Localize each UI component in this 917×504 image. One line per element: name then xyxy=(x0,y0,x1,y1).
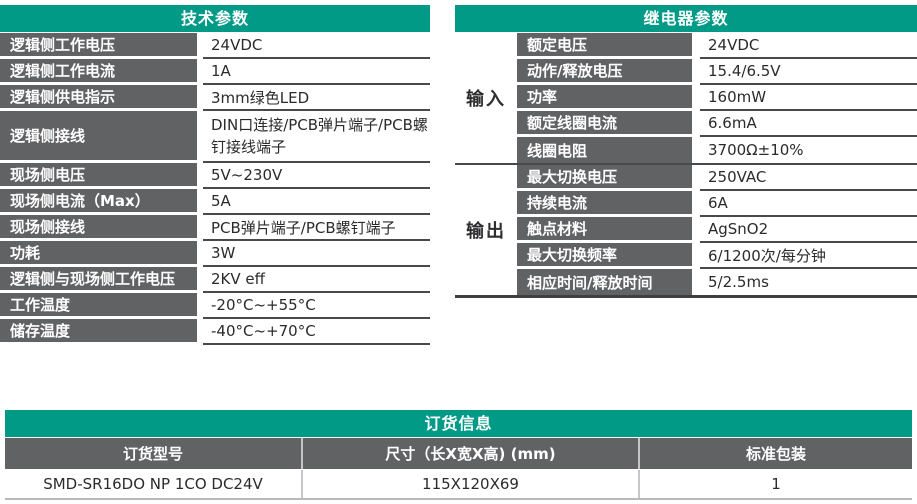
table-cell: SMD-SR16DO NP 1CO DC24V xyxy=(43,475,263,493)
param-label: 逻辑侧供电指示 xyxy=(0,85,197,111)
param-value: 6A xyxy=(700,191,917,217)
table-row: 逻辑侧工作电流 1A xyxy=(0,59,430,85)
param-label: 持续电流 xyxy=(517,191,692,217)
param-value: 5V~230V xyxy=(203,163,430,189)
param-value: 6/1200次/每分钟 xyxy=(700,243,917,269)
table-row: 最大切换电压 250VAC xyxy=(517,165,917,191)
param-label: 额定线圈电流 xyxy=(517,111,692,137)
group-rows: 额定电压 24VDC 动作/释放电压 15.4/6.5V 功率 160mW 额定… xyxy=(517,33,917,163)
param-label: 额定电压 xyxy=(517,33,692,59)
ordering-header-row: 订货型号 尺寸（长X宽X高) (mm) 标准包装 xyxy=(5,438,912,469)
param-value: 24VDC xyxy=(203,33,430,59)
param-label: 现场侧电流（Max） xyxy=(0,189,197,215)
param-value: 2KV eff xyxy=(203,267,430,293)
param-value: 3W xyxy=(203,241,430,267)
param-value: 3700Ω±10% xyxy=(708,141,804,159)
param-label: 功率 xyxy=(517,85,692,111)
param-value: -20°C~+55°C xyxy=(203,293,430,319)
table-row: 触点材料 AgSnO2 xyxy=(517,217,917,243)
table-row: 功率 160mW xyxy=(517,85,917,111)
param-label: 工作温度 xyxy=(0,293,197,319)
param-label: 线圈电阻 xyxy=(517,137,692,163)
param-label: 触点材料 xyxy=(517,217,692,243)
table-row: 功耗 3W xyxy=(0,241,430,267)
param-value: PCB弹片端子/PCB螺钉端子 xyxy=(203,215,430,241)
table-row: 逻辑侧工作电压 24VDC xyxy=(0,33,430,59)
group-label: 输入 xyxy=(466,89,506,110)
table-row: 逻辑侧供电指示 3mm绿色LED xyxy=(0,85,430,111)
tech-params-table: 技术参数 逻辑侧工作电压 24VDC 逻辑侧工作电流 1A 逻辑侧供电指示 3m… xyxy=(0,5,430,345)
param-label: 现场侧电压 xyxy=(0,163,197,189)
ordering-info-title: 订货信息 xyxy=(5,410,912,437)
param-label: 储存温度 xyxy=(0,319,197,345)
table-row: 工作温度 -20°C~+55°C xyxy=(0,293,430,319)
relay-group: 输入 额定电压 24VDC 动作/释放电压 15.4/6.5V 功率 160mW… xyxy=(455,33,917,163)
table-row: 额定线圈电流 6.6mA xyxy=(517,111,917,137)
table-row: 相应时间/释放时间 5/2.5ms xyxy=(517,269,917,295)
table-row: 最大切换频率 6/1200次/每分钟 xyxy=(517,243,917,269)
table-cell: 115X120X69 xyxy=(301,470,638,498)
relay-params-title: 继电器参数 xyxy=(455,5,917,32)
relay-group: 输出 最大切换电压 250VAC 持续电流 6A 触点材料 AgSnO2 最大切… xyxy=(455,163,917,295)
param-label: 相应时间/释放时间 xyxy=(517,269,692,295)
param-value: 15.4/6.5V xyxy=(700,59,917,85)
table-row: 额定电压 24VDC xyxy=(517,33,917,59)
param-value: 250VAC xyxy=(700,165,917,191)
table-row: 逻辑侧接线 DIN口连接/PCB弹片端子/PCB螺钉接线端子 xyxy=(0,111,430,163)
column-header: 标准包装 xyxy=(638,438,912,469)
param-value: 6.6mA xyxy=(700,111,917,137)
param-label: 逻辑侧工作电压 xyxy=(0,33,197,59)
param-label: 最大切换频率 xyxy=(517,243,692,269)
relay-params-table: 继电器参数 输入 额定电压 24VDC 动作/释放电压 15.4/6.5V 功率… xyxy=(455,5,917,298)
param-value: 5/2.5ms xyxy=(708,273,769,291)
param-value: AgSnO2 xyxy=(700,217,917,243)
relay-params-groups: 输入 额定电压 24VDC 动作/释放电压 15.4/6.5V 功率 160mW… xyxy=(455,33,917,295)
param-value: 1A xyxy=(203,59,430,85)
column-header: 尺寸（长X宽X高) (mm) xyxy=(301,438,638,469)
param-value: DIN口连接/PCB弹片端子/PCB螺钉接线端子 xyxy=(203,111,430,163)
ordering-info-table: 订货信息 订货型号 尺寸（长X宽X高) (mm) 标准包装 SMD-SR16DO… xyxy=(5,410,912,500)
table-row: 动作/释放电压 15.4/6.5V xyxy=(517,59,917,85)
column-header: 订货型号 xyxy=(5,438,301,469)
param-value: 24VDC xyxy=(700,33,917,59)
table-row: 储存温度 -40°C~+70°C xyxy=(0,319,430,345)
table-row: 现场侧接线 PCB弹片端子/PCB螺钉端子 xyxy=(0,215,430,241)
param-value: 3mm绿色LED xyxy=(203,85,430,111)
table-row: 现场侧电流（Max） 5A xyxy=(0,189,430,215)
param-value: 5A xyxy=(203,189,430,215)
group-label: 输出 xyxy=(466,221,506,242)
table-row: 持续电流 6A xyxy=(517,191,917,217)
table-cell: 1 xyxy=(638,470,912,498)
param-label: 现场侧接线 xyxy=(0,215,197,241)
param-label: 动作/释放电压 xyxy=(517,59,692,85)
param-value: 160mW xyxy=(700,85,917,111)
param-label: 逻辑侧与现场侧工作电压 xyxy=(0,267,197,293)
tech-params-rows: 逻辑侧工作电压 24VDC 逻辑侧工作电流 1A 逻辑侧供电指示 3mm绿色LE… xyxy=(0,33,430,345)
param-label: 最大切换电压 xyxy=(517,165,692,191)
group-rows: 最大切换电压 250VAC 持续电流 6A 触点材料 AgSnO2 最大切换频率… xyxy=(517,165,917,295)
param-value: -40°C~+70°C xyxy=(203,319,430,345)
table-row: 现场侧电压 5V~230V xyxy=(0,163,430,189)
ordering-data-row: SMD-SR16DO NP 1CO DC24V 115X120X69 1 xyxy=(5,470,912,500)
table-row: 逻辑侧与现场侧工作电压 2KV eff xyxy=(0,267,430,293)
param-label: 逻辑侧工作电流 xyxy=(0,59,197,85)
param-label: 功耗 xyxy=(0,241,197,267)
tech-params-title: 技术参数 xyxy=(0,5,430,32)
table-row: 线圈电阻 3700Ω±10% xyxy=(517,137,917,163)
param-label: 逻辑侧接线 xyxy=(0,111,197,163)
